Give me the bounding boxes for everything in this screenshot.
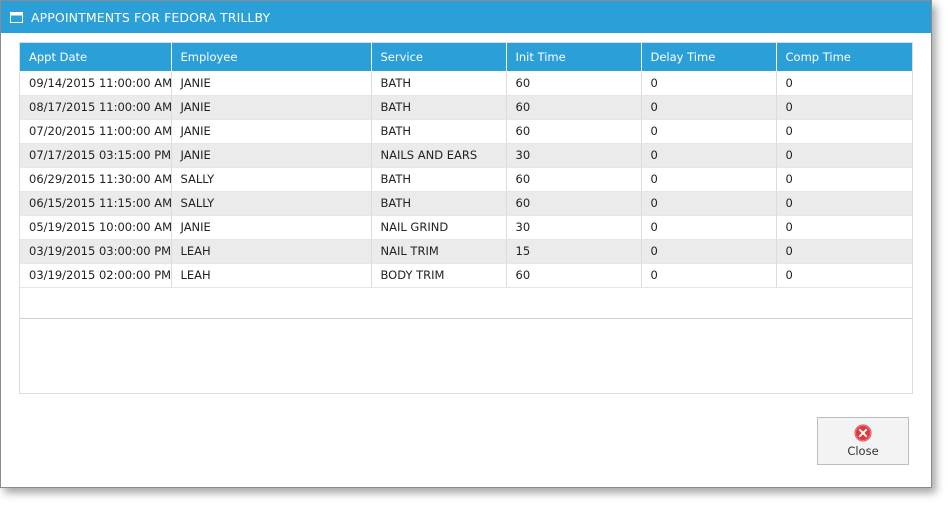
cell-init-time: 60 [506,263,642,288]
cell-appt-date: 07/17/2015 03:15:00 PM [20,143,172,168]
title-bar: APPOINTMENTS FOR FEDORA TRILLBY [1,1,931,33]
cell-comp-time: 0 [776,263,912,288]
cell-init-time: 60 [506,167,642,192]
table-row[interactable]: 08/17/2015 11:00:00 AM JANIE BATH 60 0 0 [20,95,912,120]
cell-appt-date: 06/29/2015 11:30:00 AM [20,167,172,192]
cell-employee: JANIE [171,95,372,120]
cell-service: BODY TRIM [371,263,507,288]
cell-comp-time: 0 [776,71,912,96]
cell-delay-time: 0 [641,143,777,168]
cell-employee: JANIE [171,143,372,168]
cell-delay-time: 0 [641,71,777,96]
column-header-init-time[interactable]: Init Time [506,43,642,71]
table-row[interactable]: 07/17/2015 03:15:00 PM JANIE NAILS AND E… [20,143,912,168]
table-row[interactable]: 06/15/2015 11:15:00 AM SALLY BATH 60 0 0 [20,191,912,216]
cell-service: BATH [371,191,507,216]
cell-init-time: 60 [506,71,642,96]
cell-appt-date: 08/17/2015 11:00:00 AM [20,95,172,120]
cell-delay-time: 0 [641,191,777,216]
cell-comp-time: 0 [776,215,912,240]
cell-employee: SALLY [171,167,372,192]
cell-appt-date: 05/19/2015 10:00:00 AM [20,215,172,240]
cell-service: BATH [371,119,507,144]
close-circle-icon [854,424,872,442]
table-row[interactable]: 03/19/2015 02:00:00 PM LEAH BODY TRIM 60… [20,263,912,288]
cell-init-time: 60 [506,95,642,120]
cell-employee: LEAH [171,239,372,264]
table-row[interactable]: 03/19/2015 03:00:00 PM LEAH NAIL TRIM 15… [20,239,912,264]
cell-employee: SALLY [171,191,372,216]
cell-init-time: 15 [506,239,642,264]
cell-service: NAIL TRIM [371,239,507,264]
cell-service: BATH [371,95,507,120]
column-header-appt-date[interactable]: Appt Date [20,43,172,71]
cell-appt-date: 03/19/2015 02:00:00 PM [20,263,172,288]
cell-appt-date: 07/20/2015 11:00:00 AM [20,119,172,144]
cell-comp-time: 0 [776,95,912,120]
window-icon [10,11,23,24]
table-row[interactable]: 07/20/2015 11:00:00 AM JANIE BATH 60 0 0 [20,119,912,144]
cell-employee: JANIE [171,71,372,96]
cell-appt-date: 03/19/2015 03:00:00 PM [20,239,172,264]
cell-employee: JANIE [171,119,372,144]
cell-delay-time: 0 [641,215,777,240]
cell-comp-time: 0 [776,143,912,168]
table-header-row: Appt Date Employee Service Init Time Del… [20,43,912,71]
appointments-table: Appt Date Employee Service Init Time Del… [20,43,912,288]
cell-employee: LEAH [171,263,372,288]
cell-service: BATH [371,71,507,96]
column-header-delay-time[interactable]: Delay Time [641,43,777,71]
close-button-label: Close [847,444,879,458]
cell-init-time: 60 [506,191,642,216]
cell-comp-time: 0 [776,239,912,264]
cell-comp-time: 0 [776,191,912,216]
cell-delay-time: 0 [641,95,777,120]
cell-service: NAIL GRIND [371,215,507,240]
close-button[interactable]: Close [817,417,909,465]
cell-delay-time: 0 [641,263,777,288]
table-row[interactable]: 06/29/2015 11:30:00 AM SALLY BATH 60 0 0 [20,167,912,192]
appointments-grid: Appt Date Employee Service Init Time Del… [19,42,913,394]
cell-service: NAILS AND EARS [371,143,507,168]
cell-appt-date: 09/14/2015 11:00:00 AM [20,71,172,96]
cell-init-time: 30 [506,143,642,168]
window-title: APPOINTMENTS FOR FEDORA TRILLBY [31,9,271,25]
column-header-comp-time[interactable]: Comp Time [776,43,912,71]
cell-init-time: 60 [506,119,642,144]
cell-delay-time: 0 [641,167,777,192]
table-row[interactable]: 09/14/2015 11:00:00 AM JANIE BATH 60 0 0 [20,71,912,96]
table-row[interactable]: 05/19/2015 10:00:00 AM JANIE NAIL GRIND … [20,215,912,240]
cell-init-time: 30 [506,215,642,240]
cell-comp-time: 0 [776,119,912,144]
cell-comp-time: 0 [776,167,912,192]
cell-employee: JANIE [171,215,372,240]
cell-delay-time: 0 [641,119,777,144]
grid-footer-divider [20,318,912,319]
cell-appt-date: 06/15/2015 11:15:00 AM [20,191,172,216]
column-header-employee[interactable]: Employee [171,43,372,71]
appointments-dialog: APPOINTMENTS FOR FEDORA TRILLBY Appt Dat… [0,0,932,488]
column-header-service[interactable]: Service [371,43,507,71]
cell-delay-time: 0 [641,239,777,264]
cell-service: BATH [371,167,507,192]
